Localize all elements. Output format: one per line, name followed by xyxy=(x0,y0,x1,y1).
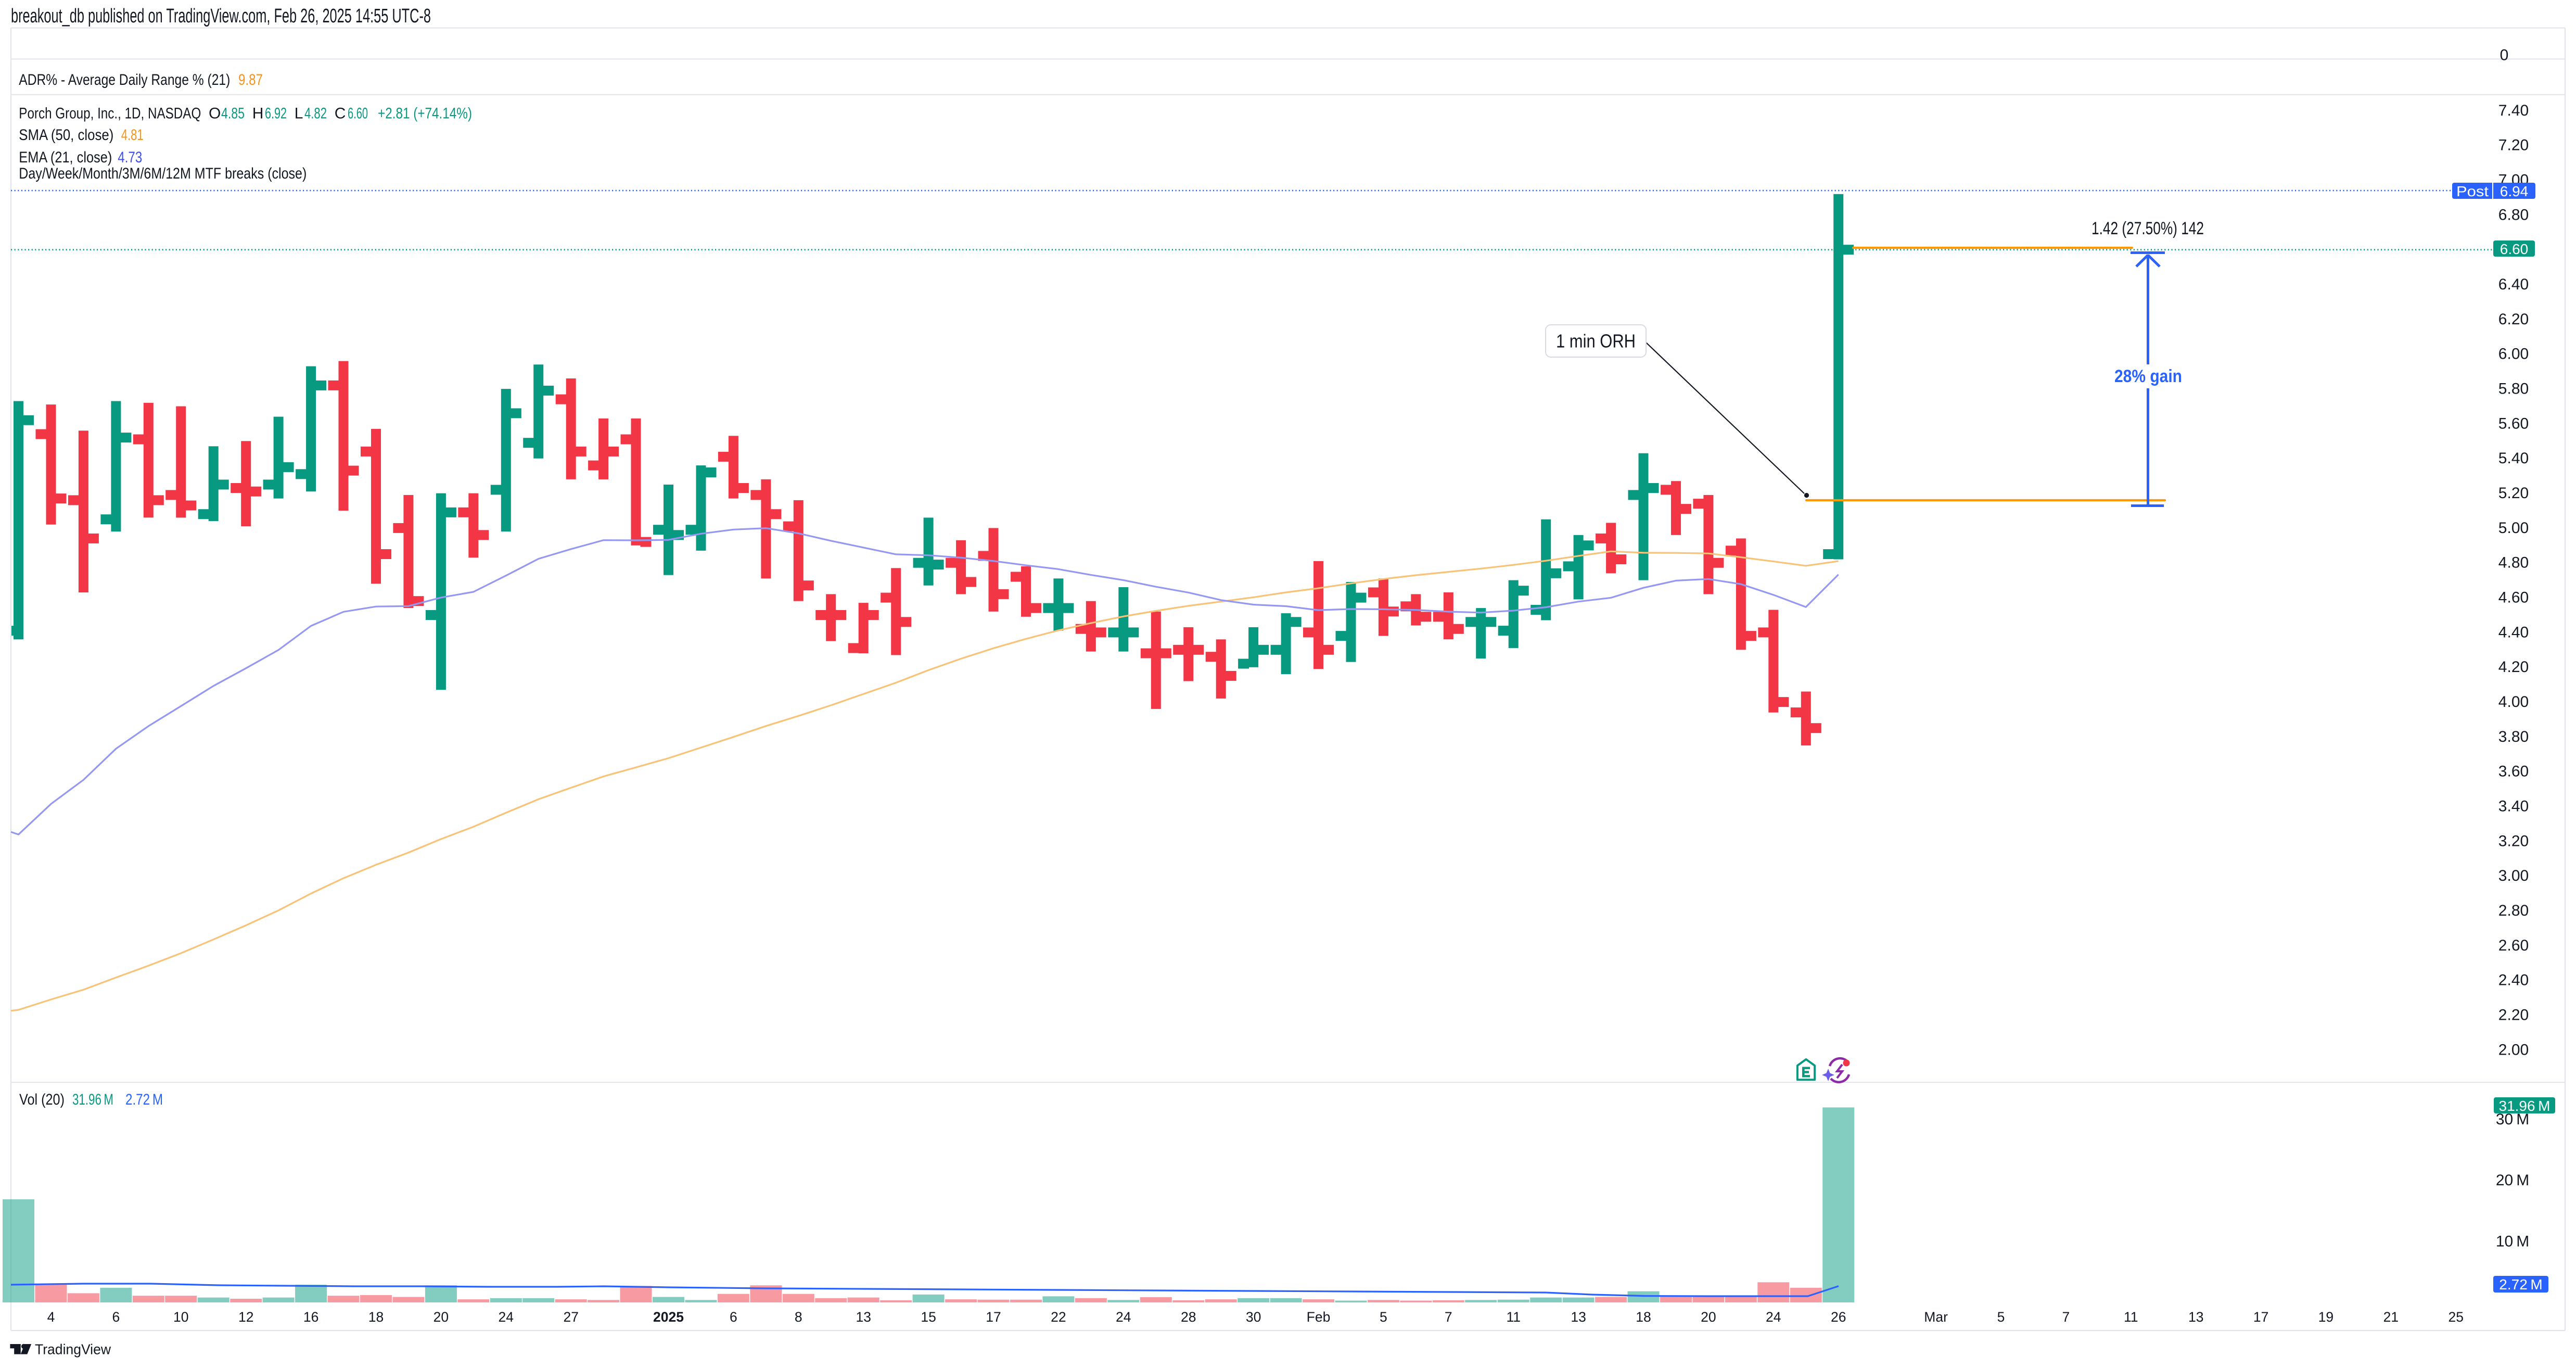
svg-text:2.72 M: 2.72 M xyxy=(2499,1276,2542,1293)
svg-text:25: 25 xyxy=(2448,1309,2463,1325)
svg-text:3.60: 3.60 xyxy=(2498,763,2529,780)
svg-text:24: 24 xyxy=(1766,1309,1781,1325)
svg-text:Feb: Feb xyxy=(1307,1309,1331,1325)
svg-text:22: 22 xyxy=(1051,1309,1066,1325)
svg-text:21: 21 xyxy=(2383,1309,2399,1325)
svg-text:4.80: 4.80 xyxy=(2498,554,2529,572)
svg-text:18: 18 xyxy=(368,1309,384,1325)
svg-text:7: 7 xyxy=(1445,1309,1452,1325)
svg-text:19: 19 xyxy=(2318,1309,2333,1325)
svg-text:2025: 2025 xyxy=(653,1309,684,1325)
svg-text:Day/Week/Month/3M/6M/12M MTF b: Day/Week/Month/3M/6M/12M MTF breaks (clo… xyxy=(19,165,307,182)
svg-text:SMA (50, close)4.81: SMA (50, close) 4.81 xyxy=(19,126,143,144)
svg-text:31.96 M: 31.96 M xyxy=(2499,1098,2551,1114)
svg-text:4.00: 4.00 xyxy=(2498,693,2529,711)
svg-text:5.20: 5.20 xyxy=(2498,485,2529,502)
svg-text:0: 0 xyxy=(2500,47,2509,64)
svg-text:4: 4 xyxy=(47,1309,55,1325)
svg-text:20 M: 20 M xyxy=(2496,1172,2529,1189)
svg-text:6.20: 6.20 xyxy=(2498,311,2529,328)
svg-text:3.00: 3.00 xyxy=(2498,867,2529,884)
svg-text:6.80: 6.80 xyxy=(2498,206,2529,223)
svg-text:5.00: 5.00 xyxy=(2498,520,2529,537)
svg-text:5.80: 5.80 xyxy=(2498,381,2529,398)
svg-text:20: 20 xyxy=(433,1309,449,1325)
svg-text:Mar: Mar xyxy=(1924,1309,1948,1325)
svg-text:24: 24 xyxy=(1116,1309,1131,1325)
svg-text:2.40: 2.40 xyxy=(2498,972,2529,989)
svg-text:11: 11 xyxy=(1506,1309,1521,1325)
svg-text:5: 5 xyxy=(1380,1309,1387,1325)
svg-text:16: 16 xyxy=(303,1309,318,1325)
svg-text:2.20: 2.20 xyxy=(2498,1007,2529,1024)
svg-text:26: 26 xyxy=(1831,1309,1846,1325)
svg-text:13: 13 xyxy=(1571,1309,1586,1325)
svg-text:4.20: 4.20 xyxy=(2498,658,2529,676)
svg-text:Post: Post xyxy=(2456,183,2489,199)
svg-text:24: 24 xyxy=(498,1309,513,1325)
svg-text:2.00: 2.00 xyxy=(2498,1041,2529,1058)
svg-text:1.42 (27.50%) 142: 1.42 (27.50%) 142 xyxy=(2092,219,2204,238)
svg-text:6: 6 xyxy=(730,1309,737,1325)
svg-text:8: 8 xyxy=(795,1309,802,1325)
svg-text:6.94: 6.94 xyxy=(2500,183,2529,199)
svg-text:17: 17 xyxy=(986,1309,1001,1325)
svg-text:1 min ORH: 1 min ORH xyxy=(1556,331,1636,352)
svg-text:10: 10 xyxy=(173,1309,188,1325)
svg-text:2.60: 2.60 xyxy=(2498,937,2529,954)
svg-text:27: 27 xyxy=(563,1309,578,1325)
svg-text:28% gain: 28% gain xyxy=(2114,366,2182,386)
svg-text:11: 11 xyxy=(2124,1309,2138,1325)
svg-text:5.60: 5.60 xyxy=(2498,415,2529,432)
svg-text:TradingView: TradingView xyxy=(35,1341,111,1358)
svg-text:3.80: 3.80 xyxy=(2498,728,2529,745)
svg-text:Vol (20)31.96 M2.72 M: Vol (20) 31.96 M 2.72 M xyxy=(19,1091,163,1108)
svg-text:5: 5 xyxy=(1997,1309,2005,1325)
svg-text:28: 28 xyxy=(1181,1309,1196,1325)
svg-text:4.60: 4.60 xyxy=(2498,589,2529,606)
svg-text:5.40: 5.40 xyxy=(2498,450,2529,467)
svg-text:7.20: 7.20 xyxy=(2498,137,2529,154)
svg-text:6: 6 xyxy=(112,1309,120,1325)
svg-text:3.40: 3.40 xyxy=(2498,798,2529,815)
svg-text:4.40: 4.40 xyxy=(2498,624,2529,641)
svg-text:EMA (21, close)4.73: EMA (21, close) 4.73 xyxy=(19,149,142,166)
svg-text:30 M: 30 M xyxy=(2496,1111,2529,1128)
svg-text:6.40: 6.40 xyxy=(2498,276,2529,293)
svg-text:30: 30 xyxy=(1246,1309,1261,1325)
svg-text:12: 12 xyxy=(238,1309,253,1325)
svg-text:13: 13 xyxy=(2188,1309,2203,1325)
svg-text:20: 20 xyxy=(1701,1309,1716,1325)
svg-text:10 M: 10 M xyxy=(2496,1233,2529,1250)
svg-text:6.00: 6.00 xyxy=(2498,346,2529,363)
svg-text:7: 7 xyxy=(2062,1309,2070,1325)
svg-text:3.20: 3.20 xyxy=(2498,832,2529,850)
svg-text:15: 15 xyxy=(921,1309,936,1325)
svg-text:13: 13 xyxy=(856,1309,871,1325)
svg-text:6.60: 6.60 xyxy=(2500,241,2529,257)
svg-text:breakout_db published on Tradi: breakout_db published on TradingView.com… xyxy=(11,5,431,27)
svg-text:7.40: 7.40 xyxy=(2498,102,2529,119)
svg-text:2.80: 2.80 xyxy=(2498,902,2529,919)
svg-text:17: 17 xyxy=(2253,1309,2268,1325)
svg-text:ADR% - Average Daily Range % (: ADR% - Average Daily Range % (21) 9.87 xyxy=(19,71,263,88)
svg-text:18: 18 xyxy=(1636,1309,1651,1325)
